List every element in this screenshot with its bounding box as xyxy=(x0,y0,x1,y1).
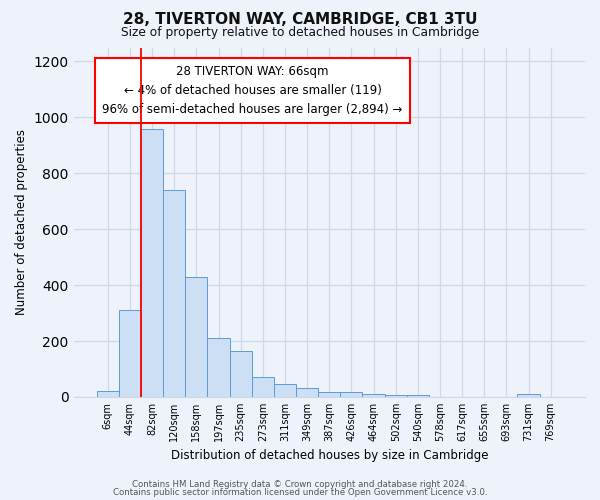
Bar xyxy=(141,128,163,397)
Bar xyxy=(252,378,274,397)
Bar xyxy=(185,276,208,397)
Bar xyxy=(230,351,252,397)
Y-axis label: Number of detached properties: Number of detached properties xyxy=(15,129,28,315)
Text: 28 TIVERTON WAY: 66sqm
← 4% of detached houses are smaller (119)
96% of semi-det: 28 TIVERTON WAY: 66sqm ← 4% of detached … xyxy=(103,65,403,116)
Bar xyxy=(296,388,318,397)
Bar xyxy=(163,190,185,397)
Text: Contains HM Land Registry data © Crown copyright and database right 2024.: Contains HM Land Registry data © Crown c… xyxy=(132,480,468,489)
Bar xyxy=(208,338,230,397)
Bar xyxy=(318,392,340,397)
Text: Size of property relative to detached houses in Cambridge: Size of property relative to detached ho… xyxy=(121,26,479,39)
Bar xyxy=(517,394,539,397)
Text: Contains public sector information licensed under the Open Government Licence v3: Contains public sector information licen… xyxy=(113,488,487,497)
Bar xyxy=(340,392,362,397)
Bar xyxy=(97,392,119,397)
Bar xyxy=(119,310,141,397)
Bar xyxy=(407,394,429,397)
Bar xyxy=(385,394,407,397)
X-axis label: Distribution of detached houses by size in Cambridge: Distribution of detached houses by size … xyxy=(170,450,488,462)
Bar xyxy=(274,384,296,397)
Bar xyxy=(362,394,385,397)
Text: 28, TIVERTON WAY, CAMBRIDGE, CB1 3TU: 28, TIVERTON WAY, CAMBRIDGE, CB1 3TU xyxy=(123,12,477,28)
